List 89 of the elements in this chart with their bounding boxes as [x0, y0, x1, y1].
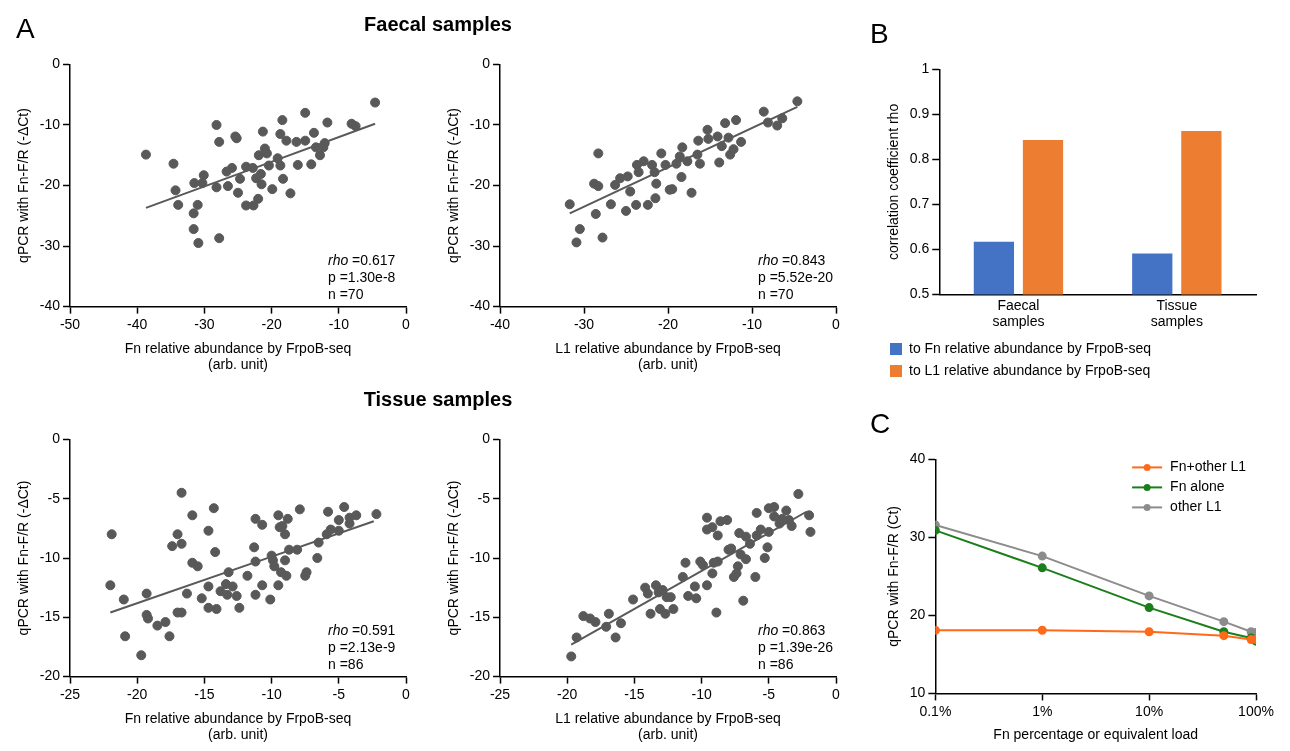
- annotation: rho =0.843: [758, 251, 826, 268]
- y-tick-label: -30: [39, 236, 61, 253]
- text: B: [870, 18, 889, 50]
- y-tick-label: -5: [47, 489, 61, 506]
- x-tick-label: -10: [741, 315, 763, 332]
- annotation: rho =0.617: [328, 251, 396, 268]
- y-tick-label: -10: [39, 548, 61, 565]
- annotation: p =1.30e-8: [328, 268, 396, 285]
- legend-label: Fn+other L1: [1170, 458, 1247, 475]
- x-axis-title: Fn relative abundance by FrpoB-seq (arb. unit): [124, 339, 352, 373]
- x-tick-label: 0.1%: [919, 702, 952, 719]
- x-tick-label: 10%: [1135, 702, 1164, 719]
- x-tick-label: -10: [261, 685, 282, 702]
- chart-title: Tissue samples: [362, 388, 514, 411]
- y-tick-label: 0: [52, 430, 61, 447]
- y-axis-title: qPCR with Fn-F/R (-ΔCt): [15, 108, 32, 263]
- x-tick-label: 0: [402, 685, 411, 702]
- y-tick-label: -20: [39, 176, 61, 193]
- y-tick-label: 10: [909, 684, 926, 701]
- y-tick-label: -15: [39, 608, 61, 625]
- y-tick-label: -20: [469, 667, 491, 684]
- annotation: n =86: [328, 655, 364, 672]
- x-tick-label: Tissue samples: [1150, 296, 1203, 330]
- y-tick-label: 0.8: [909, 150, 930, 167]
- x-tick-label: -15: [194, 685, 215, 702]
- annotation: p =5.52e-20: [758, 268, 834, 285]
- y-axis-title: qPCR with Fn-F/R (-ΔCt): [15, 480, 32, 636]
- y-axis-title: qPCR with Fn-F/R (-ΔCt): [445, 480, 462, 636]
- y-axis-title: qPCR with Fn-F/R (Ct): [885, 506, 902, 647]
- legend-label: to Fn relative abundance by FrpoB-seq: [909, 339, 1152, 356]
- x-axis-title: L1 relative abundance by FrpoB-seq (arb. unit): [555, 339, 781, 373]
- x-tick-label: -25: [59, 685, 81, 702]
- x-tick-label: -20: [657, 315, 679, 332]
- legend-label: to L1 relative abundance by FrpoB-seq: [909, 361, 1151, 378]
- x-tick-label: 0: [832, 315, 841, 332]
- x-tick-label: -20: [557, 685, 578, 702]
- annotation: p =2.13e-9: [328, 638, 396, 655]
- text: C: [870, 408, 891, 440]
- y-tick-label: 1: [921, 60, 930, 77]
- y-tick-label: 0: [482, 55, 491, 72]
- y-tick-label: -30: [469, 236, 491, 253]
- x-axis-title: L1 relative abundance by FrpoB-seq (arb. unit): [555, 709, 781, 743]
- x-tick-label: 0: [832, 685, 841, 702]
- y-tick-label: -10: [469, 115, 491, 132]
- x-tick-label: Faecal samples: [992, 296, 1045, 330]
- chart-title: Faecal samples: [363, 13, 513, 36]
- annotation: n =70: [758, 285, 794, 302]
- y-tick-label: 40: [909, 450, 926, 467]
- y-tick-label: -20: [39, 667, 61, 684]
- x-axis-title: Fn percentage or equivalent load: [993, 726, 1199, 743]
- text: A: [16, 13, 35, 45]
- annotation: n =70: [328, 285, 364, 302]
- y-tick-label: 20: [909, 606, 926, 623]
- y-axis-title: correlation coefficient rho: [885, 103, 902, 260]
- y-tick-label: -20: [469, 176, 491, 193]
- y-tick-label: -15: [469, 608, 491, 625]
- y-tick-label: 0.6: [909, 240, 930, 257]
- x-tick-label: -40: [127, 315, 148, 332]
- annotation: rho =0.863: [758, 621, 826, 638]
- legend-label: Fn alone: [1170, 478, 1225, 495]
- x-tick-label: -10: [328, 315, 350, 332]
- y-tick-label: 0.7: [909, 195, 930, 212]
- x-tick-label: -20: [261, 315, 282, 332]
- x-tick-label: -10: [691, 685, 712, 702]
- annotation: rho =0.591: [328, 621, 396, 638]
- x-tick-label: -15: [624, 685, 645, 702]
- y-tick-label: 0.9: [909, 105, 930, 122]
- x-tick-label: -30: [573, 315, 595, 332]
- x-tick-label: 1%: [1032, 702, 1053, 719]
- x-tick-label: 100%: [1238, 702, 1274, 719]
- x-tick-label: -25: [489, 685, 511, 702]
- x-tick-label: 0: [402, 315, 411, 332]
- y-tick-label: -5: [477, 489, 491, 506]
- y-tick-label: -10: [469, 548, 491, 565]
- y-tick-label: 0.5: [909, 285, 930, 302]
- legend-label: other L1: [1170, 498, 1222, 515]
- y-tick-label: -10: [39, 115, 61, 132]
- x-tick-label: -20: [127, 685, 148, 702]
- y-tick-label: 30: [909, 528, 926, 545]
- annotation: p =1.39e-26: [758, 638, 834, 655]
- x-axis-title: Fn relative abundance by FrpoB-seq (arb. unit): [124, 709, 352, 743]
- x-tick-label: -50: [59, 315, 81, 332]
- x-tick-label: -30: [194, 315, 215, 332]
- y-tick-label: 0: [482, 430, 491, 447]
- y-tick-label: 0: [52, 55, 61, 72]
- x-tick-label: -5: [332, 685, 346, 702]
- annotation: n =86: [758, 655, 794, 672]
- y-axis-title: qPCR with Fn-F/R (-ΔCt): [445, 108, 462, 263]
- x-tick-label: -5: [762, 685, 776, 702]
